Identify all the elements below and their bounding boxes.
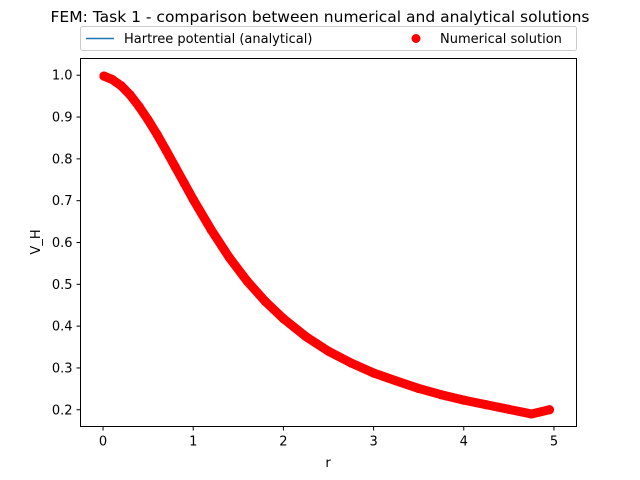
y-axis-label: V_H [29,229,44,254]
numerical-point [436,390,446,400]
numerical-point [459,395,469,405]
numerical-point [504,404,514,414]
numerical-point [107,74,117,85]
chart-title: FEM: Task 1 - comparison between numeric… [51,8,590,26]
x-axis: 0 1 2 3 4 5 [99,426,558,450]
y-tick-label: 0.7 [52,194,73,209]
y-tick-label: 0.2 [52,403,73,418]
y-tick-label: 0.4 [52,320,73,335]
plot-area [99,71,555,419]
numerical-point [143,115,153,125]
numerical-point [481,400,491,410]
y-tick-label: 0.3 [52,361,73,376]
numerical-point [125,90,135,100]
x-axis-label: r [325,456,331,471]
numerical-point [206,225,216,235]
legend-marker-swatch [411,34,421,43]
numerical-point [544,405,555,415]
numerical-point [301,331,311,342]
numerical-point [242,276,252,286]
numerical-point [188,194,198,205]
y-tick-label: 1.0 [52,69,73,84]
legend-label-analytical: Hartree potential (analytical) [124,32,312,47]
x-tick-label: 2 [279,435,287,450]
numerical-point [346,358,356,368]
numerical-point [414,383,424,394]
legend-label-numerical: Numerical solution [440,32,562,47]
y-tick-label: 0.6 [52,236,73,251]
legend-box [80,26,577,51]
numerical-point [134,101,144,112]
numerical-point [526,409,537,419]
numerical-point [152,130,162,140]
x-tick-label: 1 [189,435,197,450]
series-markers-numerical [99,71,554,419]
numerical-point [391,376,401,386]
numerical-point [161,145,171,156]
axes-frame [80,58,577,427]
numerical-point [170,162,180,172]
x-tick-label: 4 [460,435,468,450]
numerical-point [323,346,334,356]
y-axis: 0.2 0.3 0.4 0.5 0.6 0.7 0.8 0.9 1.0 [52,69,81,418]
numerical-point [368,368,379,378]
x-tick-label: 3 [369,435,377,450]
numerical-point [116,81,126,91]
x-tick-label: 0 [99,435,107,450]
numerical-point [260,296,270,307]
numerical-point [278,314,289,324]
numerical-point [224,252,234,263]
y-tick-label: 0.9 [52,111,73,126]
legend: Hartree potential (analytical) Numerical… [80,26,577,51]
x-tick-label: 5 [550,435,558,450]
y-tick-label: 0.8 [52,152,73,167]
numerical-point [179,178,189,188]
numerical-point [99,71,109,81]
y-tick-label: 0.5 [52,278,73,293]
